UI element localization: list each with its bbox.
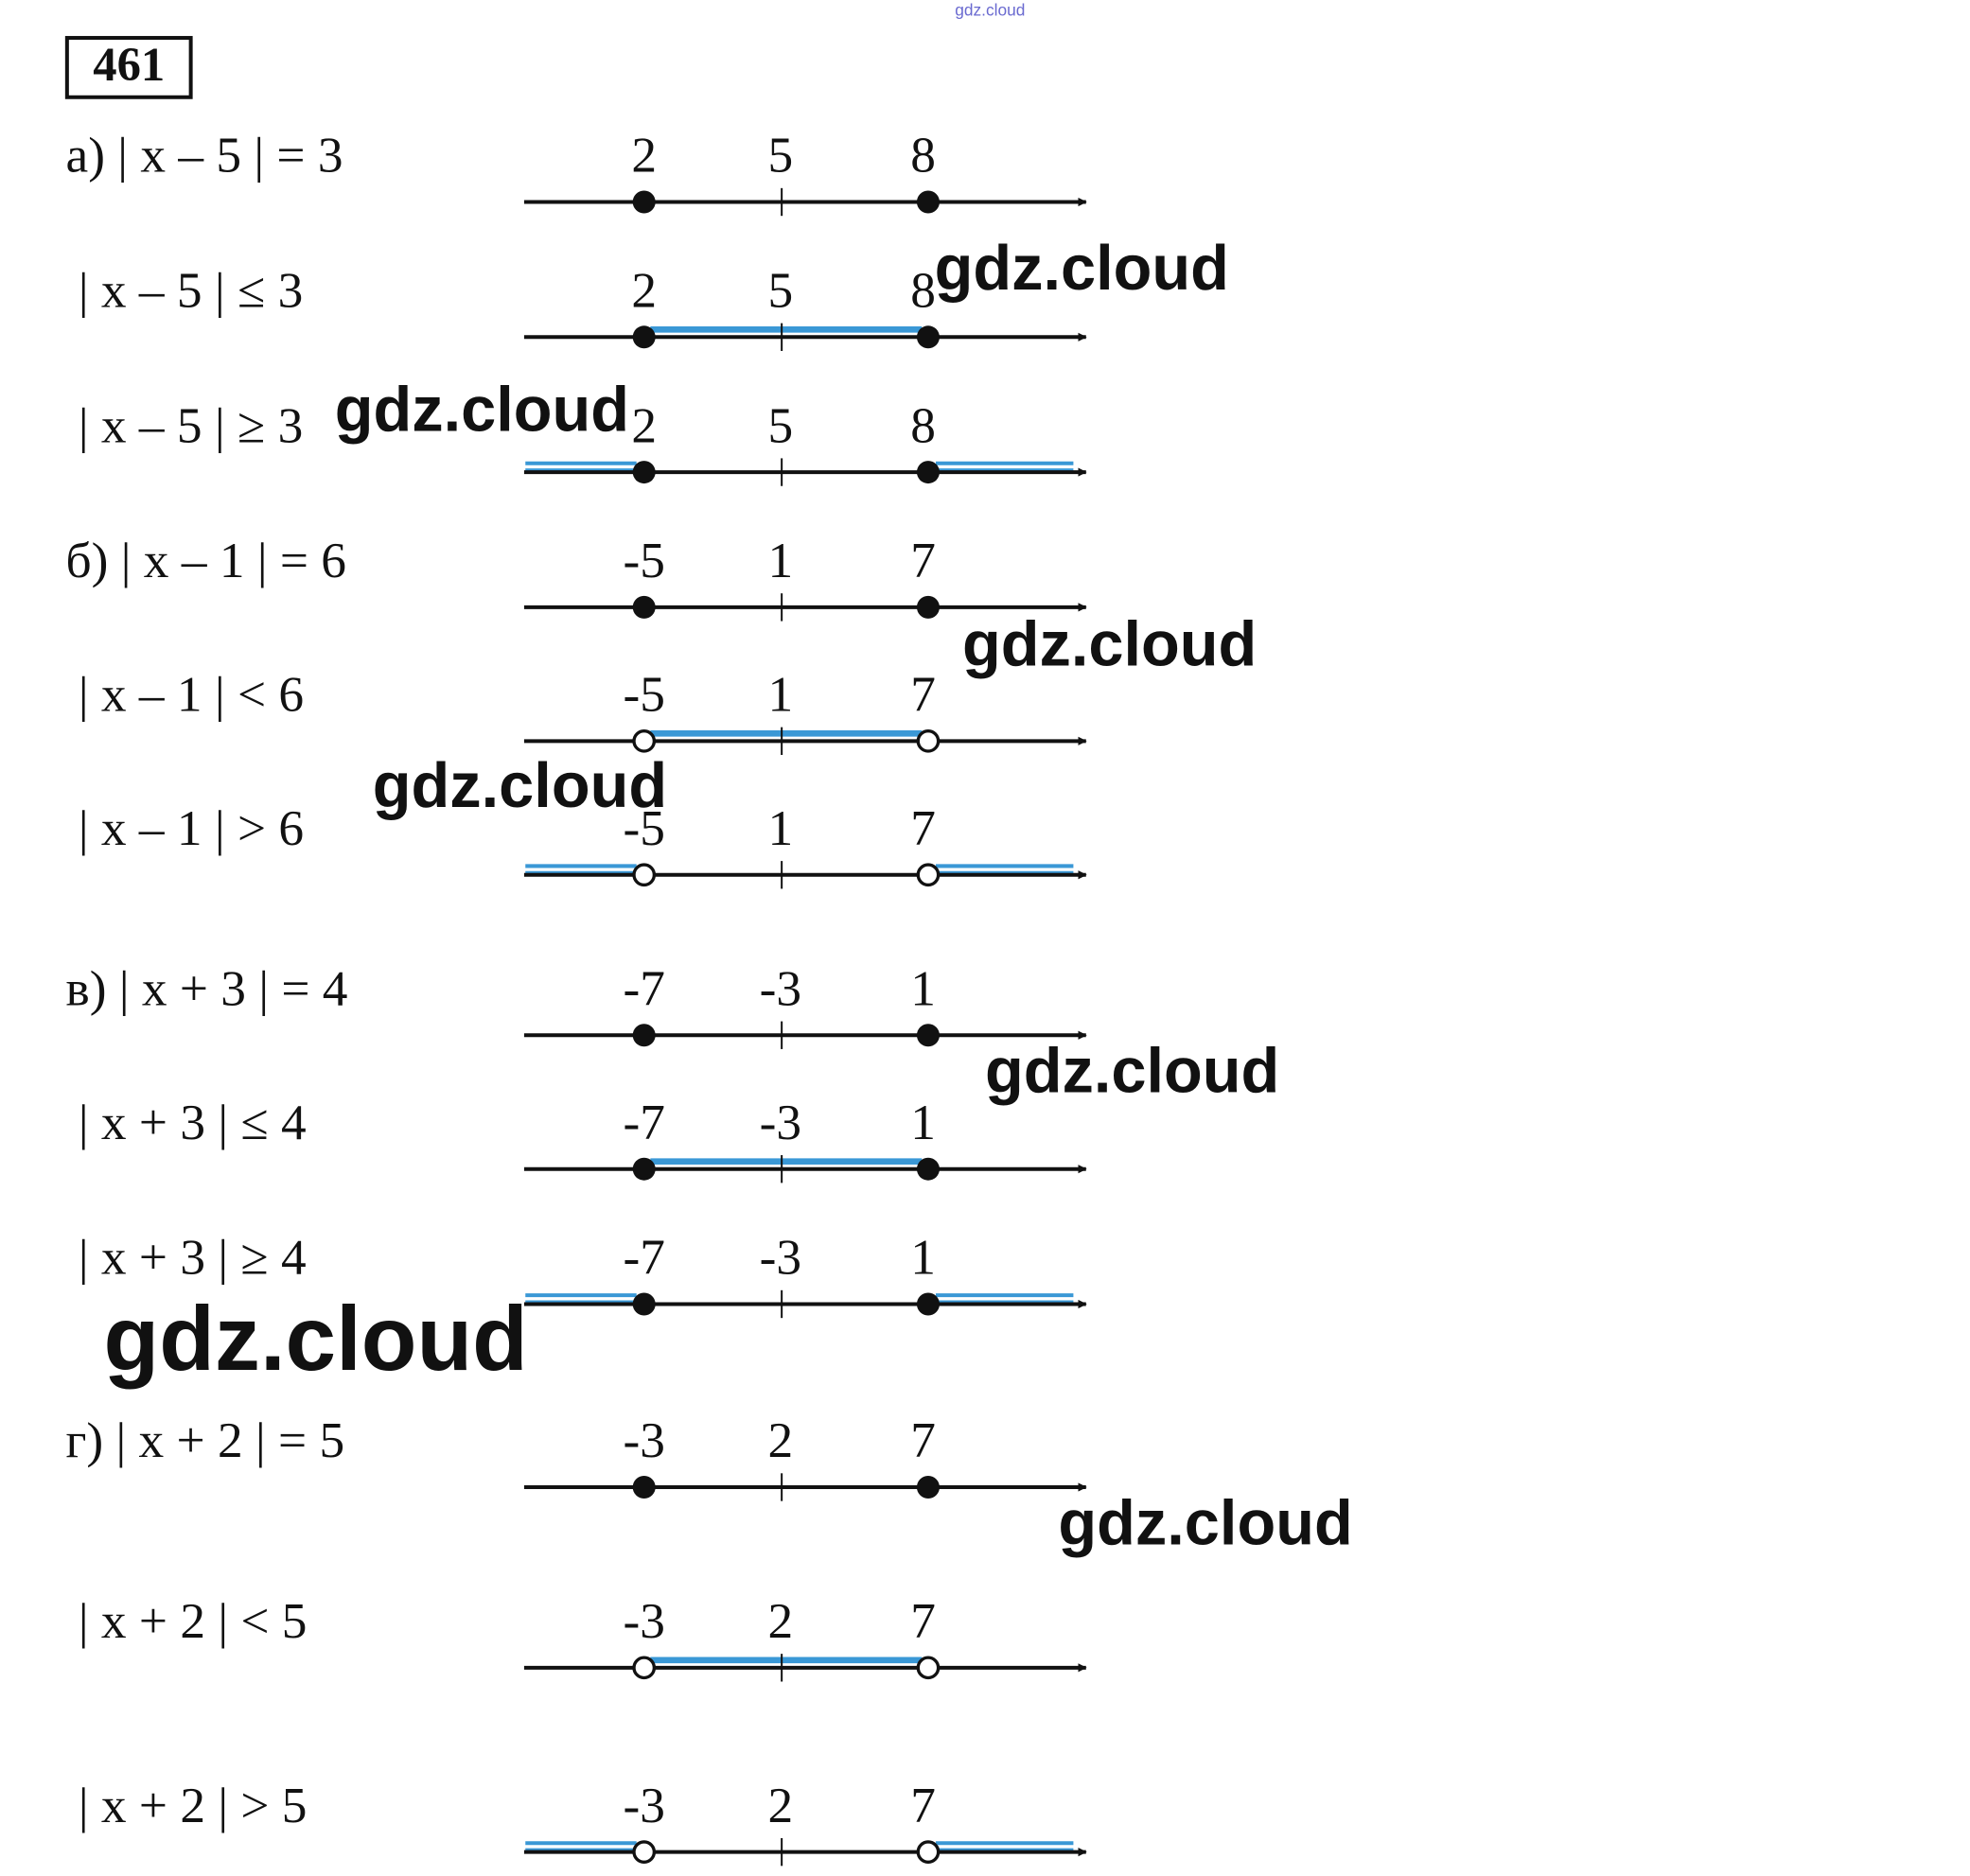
filled-point — [916, 1024, 940, 1047]
point-label: 7 — [910, 1411, 936, 1468]
point-label: 1 — [910, 959, 936, 1016]
point-label: 1 — [767, 532, 793, 588]
watermark: gdz.cloud — [1058, 1488, 1352, 1558]
point-label: 7 — [910, 799, 936, 856]
filled-point — [916, 190, 940, 214]
point-label: 7 — [910, 532, 936, 588]
point-label: -5 — [623, 532, 664, 588]
filled-point — [632, 1475, 656, 1499]
filled-point — [916, 461, 940, 484]
point-label: 1 — [767, 666, 793, 723]
point-label: 1 — [910, 1229, 936, 1286]
problem-number: 461 — [93, 38, 165, 91]
equation: | x + 2 | > 5 — [79, 1777, 308, 1833]
point-label: -5 — [623, 666, 664, 723]
point-label: 7 — [910, 1777, 936, 1833]
filled-point — [916, 595, 940, 619]
filled-point — [632, 1157, 656, 1181]
point-label: -3 — [623, 1411, 664, 1468]
filled-point — [632, 325, 656, 349]
point-label: -3 — [760, 1094, 801, 1150]
point-label: -3 — [760, 959, 801, 1016]
point-label: 2 — [767, 1777, 793, 1833]
watermark: gdz.cloud — [935, 234, 1229, 304]
point-label: 2 — [631, 396, 657, 453]
filled-point — [916, 325, 940, 349]
point-label: 8 — [910, 262, 936, 319]
equation: б) | x – 1 | = 6 — [66, 532, 346, 588]
equation: | x + 2 | < 5 — [79, 1592, 308, 1649]
open-point — [916, 863, 941, 887]
equation: | x + 3 | ≥ 4 — [79, 1229, 307, 1286]
point-label: 1 — [910, 1094, 936, 1150]
watermark: gdz.cloud — [962, 610, 1257, 680]
point-label: 5 — [767, 396, 793, 453]
filled-point — [916, 1475, 940, 1499]
point-label: 7 — [910, 666, 936, 723]
filled-point — [916, 1292, 940, 1316]
open-point — [916, 1656, 941, 1680]
point-label: -3 — [623, 1592, 664, 1649]
equation: г) | x + 2 | = 5 — [66, 1411, 345, 1468]
equation: | x – 1 | > 6 — [79, 799, 304, 856]
point-label: 2 — [631, 262, 657, 319]
filled-point — [916, 1157, 940, 1181]
point-label: -7 — [623, 1229, 664, 1286]
point-label: 7 — [910, 1592, 936, 1649]
watermark: gdz.cloud — [373, 751, 667, 821]
problem-box — [64, 36, 193, 99]
filled-point — [632, 1024, 656, 1047]
point-label: 5 — [767, 262, 793, 319]
open-point — [632, 1656, 657, 1680]
point-label: 8 — [910, 396, 936, 453]
point-label: 5 — [767, 127, 793, 184]
filled-point — [632, 1292, 656, 1316]
filled-point — [632, 595, 656, 619]
point-label: -3 — [623, 1777, 664, 1833]
open-point — [632, 1840, 657, 1864]
filled-point — [632, 190, 656, 214]
equation: | x – 1 | < 6 — [79, 666, 304, 723]
point-label: 8 — [910, 127, 936, 184]
point-label: 2 — [631, 127, 657, 184]
equation: | x – 5 | ≥ 3 — [79, 396, 303, 453]
watermark: gdz.cloud — [335, 375, 629, 445]
open-point — [916, 728, 941, 753]
watermark-top: gdz.cloud — [955, 1, 1025, 20]
equation: а) | x – 5 | = 3 — [66, 127, 343, 184]
equation: в) | x + 3 | = 4 — [66, 959, 348, 1016]
point-label: -3 — [760, 1229, 801, 1286]
point-label: -7 — [623, 1094, 664, 1150]
point-label: 2 — [767, 1411, 793, 1468]
open-point — [632, 728, 657, 753]
open-point — [916, 1840, 941, 1864]
filled-point — [632, 461, 656, 484]
point-label: -5 — [623, 799, 664, 856]
open-point — [632, 863, 657, 887]
equation: | x – 5 | ≤ 3 — [79, 262, 303, 319]
point-label: 2 — [767, 1592, 793, 1649]
point-label: -7 — [623, 959, 664, 1016]
watermark: gdz.cloud — [104, 1289, 528, 1390]
watermark: gdz.cloud — [985, 1037, 1279, 1107]
point-label: 1 — [767, 799, 793, 856]
equation: | x + 3 | ≤ 4 — [79, 1094, 307, 1150]
